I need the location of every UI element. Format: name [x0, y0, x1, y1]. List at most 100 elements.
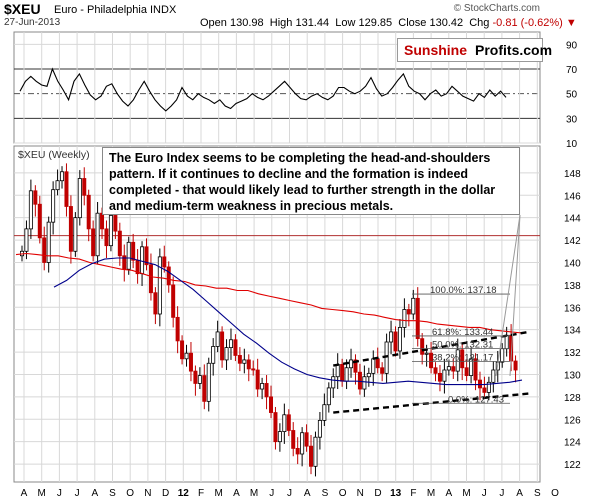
candle-down	[171, 284, 176, 318]
x-tick-label: J	[75, 488, 80, 499]
fib-label: 100.0%: 137.18	[430, 285, 497, 296]
x-tick-label: O	[126, 488, 134, 499]
candle-down	[64, 171, 69, 207]
candle-up	[326, 387, 331, 406]
ma-short-line	[15, 252, 523, 334]
candle-up	[140, 246, 145, 275]
candle-down	[202, 375, 207, 402]
candle-up	[442, 369, 447, 382]
candle-down	[188, 352, 193, 372]
price-tick-label: 138	[564, 281, 581, 292]
candle-down	[144, 246, 149, 266]
candle-down	[268, 396, 273, 413]
open-value: 130.98	[229, 17, 264, 29]
candle-down	[233, 339, 238, 356]
rsi-tick-label: 10	[566, 139, 578, 150]
x-tick-label: A	[21, 488, 28, 499]
annotation-box: The Euro Index seems to be completing th…	[102, 147, 520, 215]
candle-down	[193, 370, 198, 384]
candle-down	[291, 430, 296, 449]
x-tick-label: F	[410, 488, 416, 499]
candle-down	[477, 379, 482, 389]
candle-down	[153, 292, 158, 315]
price-tick-label: 140	[564, 258, 581, 269]
candle-down	[113, 215, 118, 232]
candle-up	[362, 376, 367, 390]
candle-up	[322, 404, 327, 421]
candle-down	[286, 414, 291, 431]
candle-down	[180, 340, 185, 360]
candle-down	[86, 194, 91, 230]
x-tick-label: M	[250, 488, 258, 499]
x-tick-label: A	[445, 488, 452, 499]
candle-up	[77, 178, 82, 219]
price-tick-label: 144	[564, 214, 581, 225]
price-tick-label: 130	[564, 370, 581, 381]
candle-down	[148, 264, 153, 294]
date-label: 27-Jun-2013	[4, 17, 61, 28]
candle-down	[175, 316, 180, 342]
candle-down	[42, 237, 47, 263]
candle-down	[82, 178, 87, 196]
x-tick-label: S	[109, 488, 116, 499]
candle-up	[455, 349, 460, 372]
candle-down	[433, 367, 438, 374]
candle-up	[389, 331, 394, 343]
candle-up	[184, 352, 189, 360]
candle-down	[375, 358, 380, 369]
channel-lower-line	[333, 392, 530, 414]
symbol-label: $XEU	[4, 1, 41, 17]
candle-down	[37, 203, 42, 239]
candle-up	[126, 241, 131, 270]
x-tick-label: J	[499, 488, 504, 499]
candle-up	[397, 327, 402, 352]
candle-up	[366, 372, 371, 378]
candle-up	[411, 297, 416, 315]
candle-down	[473, 358, 478, 381]
candle-down	[91, 228, 96, 257]
rsi-tick-label: 90	[566, 40, 578, 51]
x-tick-label: J	[269, 488, 274, 499]
candle-up	[260, 383, 265, 390]
ohlc-readout: Open 130.98 High 131.44 Low 129.85 Close…	[200, 17, 577, 29]
candle-up	[95, 212, 100, 257]
price-tick-label: 124	[564, 438, 581, 449]
low-label: Low	[335, 17, 356, 29]
x-axis: A M J J A S O N D 12 F M A M J J A S O N D 13 F M A M J J A S O	[21, 488, 559, 499]
candle-down	[33, 190, 38, 205]
candle-down	[429, 352, 434, 369]
price-tick-label: 146	[564, 191, 581, 202]
down-arrow-icon: ▼	[565, 17, 577, 29]
x-tick-label: 13	[390, 488, 402, 499]
fib-label: 61.8%: 133.44	[432, 327, 493, 338]
candle-down	[295, 447, 300, 455]
candle-down	[451, 366, 456, 372]
candle-down	[255, 369, 260, 390]
candle-up	[242, 359, 247, 364]
candle-down	[513, 360, 518, 371]
x-tick-label: D	[162, 488, 169, 499]
candle-down	[420, 338, 425, 355]
x-tick-label: O	[339, 488, 347, 499]
candle-down	[162, 256, 167, 268]
candle-down	[437, 372, 442, 382]
candle-down	[117, 230, 122, 257]
x-tick-label: 12	[178, 488, 190, 499]
price-tick-label: 134	[564, 326, 581, 337]
close-value: 130.42	[429, 17, 464, 29]
annotation-pointer	[495, 214, 521, 377]
high-label: High	[269, 17, 293, 29]
x-tick-label: M	[427, 488, 435, 499]
candle-down	[406, 309, 411, 315]
candle-up	[313, 436, 318, 467]
candle-down	[237, 355, 242, 364]
x-tick-label: M	[462, 488, 470, 499]
candle-down	[309, 445, 314, 467]
rsi-tick-label: 30	[566, 114, 578, 125]
candle-up	[206, 362, 211, 402]
x-tick-label: S	[534, 488, 541, 499]
price-tick-label: 142	[564, 236, 581, 247]
candle-up	[424, 352, 429, 355]
x-tick-label: N	[144, 488, 151, 499]
x-tick-label: J	[287, 488, 292, 499]
